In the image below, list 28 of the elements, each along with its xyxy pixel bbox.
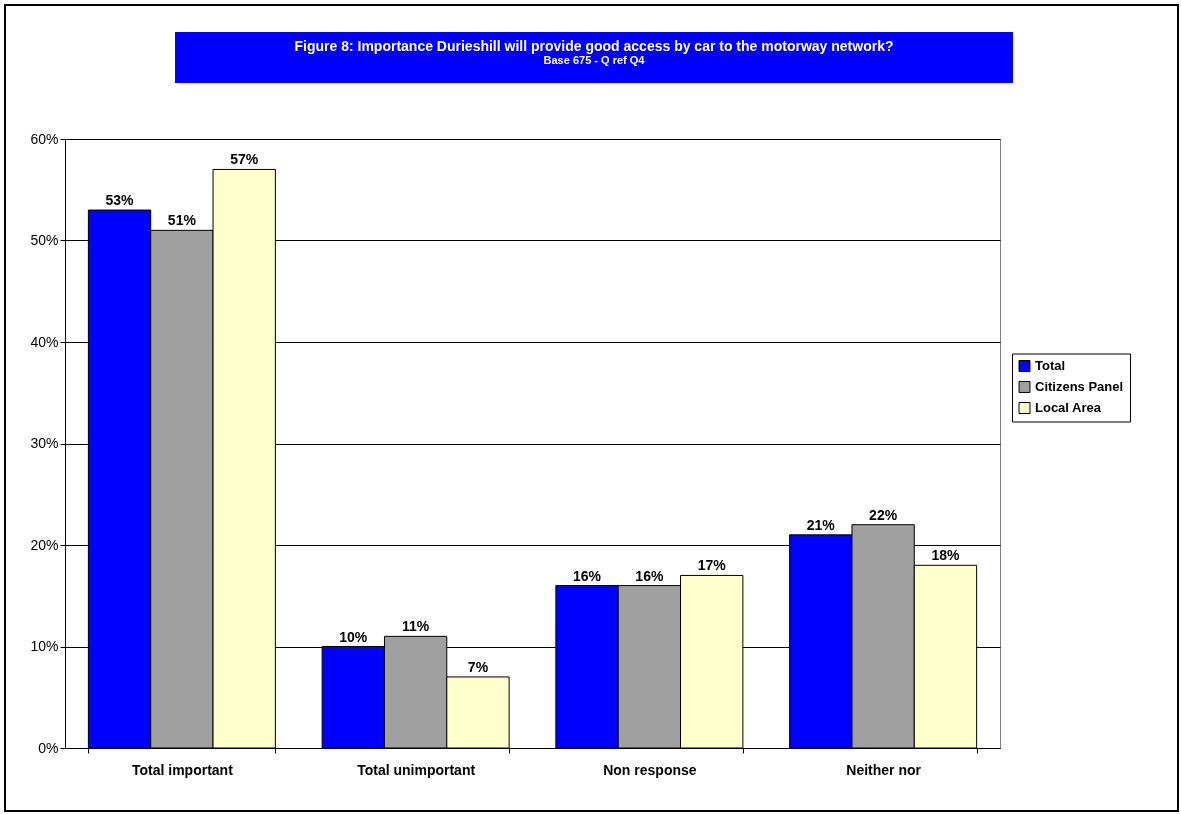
legend-label: Local Area xyxy=(1035,400,1102,415)
chart-title: Figure 8: Importance Durieshill will provide good access by car to the motorway network? xyxy=(293,38,895,54)
y-tick-label: 20% xyxy=(30,536,59,553)
x-tick-label: Neither nor xyxy=(846,761,922,778)
y-tick-label: 0% xyxy=(38,739,59,756)
data-label: 21% xyxy=(806,516,836,533)
x-tick-label: Total unimportant xyxy=(357,761,476,778)
data-label: 16% xyxy=(573,567,602,584)
x-tick-label: Total important xyxy=(131,761,234,778)
data-label: 11% xyxy=(402,618,430,635)
x-tick-label: Non response xyxy=(603,761,697,778)
y-tick-label: 10% xyxy=(30,638,59,654)
data-label: 22% xyxy=(869,506,898,523)
data-label: 16% xyxy=(635,567,664,584)
chart-subtitle: Base 675 - Q ref Q4 xyxy=(542,54,646,66)
y-tick-label: 50% xyxy=(30,232,59,248)
data-label: 53% xyxy=(105,192,135,209)
y-tick-label: 60% xyxy=(30,130,59,147)
legend-label: Total xyxy=(1035,358,1066,373)
data-label: 51% xyxy=(167,212,197,229)
data-label: 57% xyxy=(230,151,259,168)
data-label: 10% xyxy=(339,628,368,645)
data-label: 17% xyxy=(697,557,727,574)
data-label: 18% xyxy=(931,547,961,564)
y-tick-label: 40% xyxy=(30,333,59,350)
legend-label: Citizens Panel xyxy=(1035,379,1124,394)
y-tick-label: 30% xyxy=(30,435,59,451)
data-label: 7% xyxy=(467,658,489,675)
